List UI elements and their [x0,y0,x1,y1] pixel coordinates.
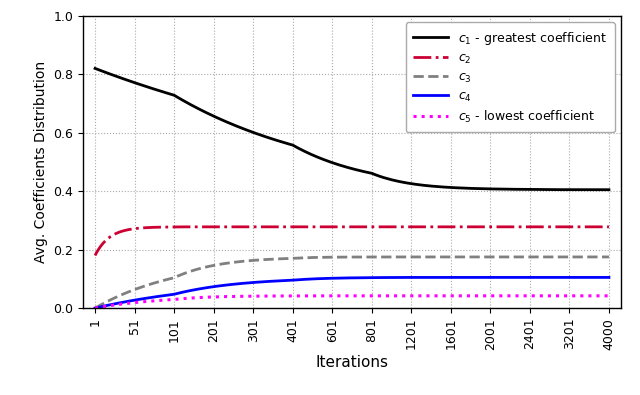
$c_3$ [92,306,99,310]
Line: $c_3$: $c_3$ [95,257,609,308]
$c_5$ - lowest coefficient [267,293,275,298]
$c_3$ [267,257,275,261]
$c_4$ [202,285,210,290]
$c_2$ [92,253,99,258]
$c_4$ [605,275,612,280]
$c_3$ [605,255,612,260]
$c_5$ - lowest coefficient [492,293,500,298]
$c_3$ [492,255,500,260]
$c_5$ - lowest coefficient [209,295,216,299]
$c_3$ [202,265,210,269]
Y-axis label: Avg. Coefficients Distribution: Avg. Coefficients Distribution [34,61,48,263]
Line: $c_2$: $c_2$ [95,227,609,256]
Legend: $c_1$ - greatest coefficient, $c_2$, $c_3$, $c_4$, $c_5$ - lowest coefficient: $c_1$ - greatest coefficient, $c_2$, $c_… [406,22,614,132]
$c_5$ - lowest coefficient [92,306,99,310]
Line: $c_5$ - lowest coefficient: $c_5$ - lowest coefficient [95,296,609,308]
$c_5$ - lowest coefficient [561,293,569,298]
$c_4$ [92,306,99,310]
$c_2$ [605,224,612,229]
$c_1$ - greatest coefficient [202,110,210,115]
$c_5$ - lowest coefficient [605,293,612,298]
$c_1$ - greatest coefficient [492,186,500,191]
$c_4$ [174,291,182,295]
$c_4$ [209,284,216,289]
$c_3$ [174,274,182,278]
X-axis label: Iterations: Iterations [316,355,388,370]
$c_2$ [209,224,216,229]
$c_2$ [174,224,182,229]
$c_4$ [237,281,244,286]
$c_1$ - greatest coefficient [605,187,612,192]
$c_1$ - greatest coefficient [92,66,99,71]
$c_5$ - lowest coefficient [237,294,244,299]
$c_1$ - greatest coefficient [267,136,275,141]
$c_4$ [492,275,500,280]
$c_3$ [209,263,216,268]
$c_5$ - lowest coefficient [202,295,210,299]
$c_1$ - greatest coefficient [209,113,216,118]
$c_2$ [496,224,504,229]
$c_3$ [237,259,244,264]
$c_2$ [202,224,210,229]
$c_1$ - greatest coefficient [174,95,182,100]
$c_2$ [237,224,244,229]
$c_4$ [267,279,275,284]
$c_2$ [267,224,275,229]
Line: $c_4$: $c_4$ [95,277,609,308]
$c_5$ - lowest coefficient [174,297,182,301]
$c_1$ - greatest coefficient [237,125,244,130]
$c_2$ [340,224,348,229]
Line: $c_1$ - greatest coefficient: $c_1$ - greatest coefficient [95,68,609,190]
